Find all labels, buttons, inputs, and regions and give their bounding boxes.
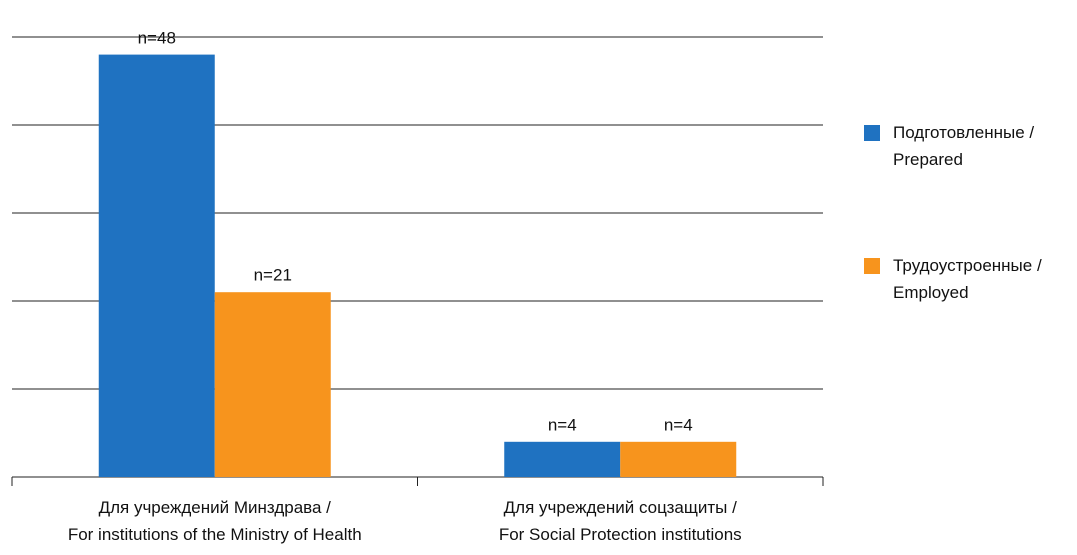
bar <box>214 292 331 477</box>
legend-label: Трудоустроенные / Employed <box>893 256 1042 302</box>
legend-swatch <box>864 125 880 141</box>
x-tick-label: Для учреждений Минздрава / For instituti… <box>67 498 362 544</box>
bar <box>98 54 215 477</box>
legend-swatch <box>864 258 880 274</box>
legend-label: Подготовленные / Prepared <box>893 123 1035 169</box>
x-tick-label: Для учреждений соцзащиты / For Social Pr… <box>498 498 742 544</box>
data-label: n=4 <box>663 415 693 435</box>
data-label: n=48 <box>137 28 176 48</box>
bar <box>620 441 737 477</box>
data-label: n=4 <box>547 415 577 435</box>
bar <box>504 441 621 477</box>
data-label: n=21 <box>253 265 292 285</box>
